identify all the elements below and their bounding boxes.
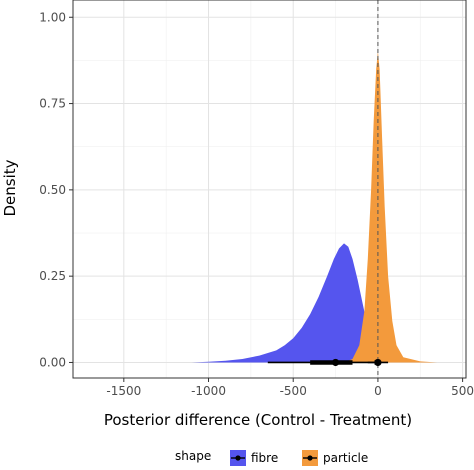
interval-group	[267, 358, 389, 367]
x-tick-label: -1000	[191, 384, 226, 398]
major-grid	[73, 0, 466, 378]
x-axis-ticks: -1500 -1000 -500 0 500	[106, 378, 474, 398]
interval-point-particle	[374, 358, 382, 367]
y-tick-label: 0.50	[39, 183, 66, 197]
y-tick-label: 0.25	[39, 269, 66, 283]
density-area-particle	[344, 51, 438, 363]
legend-label-particle: particle	[323, 451, 368, 465]
x-tick-label: -500	[280, 384, 307, 398]
y-axis-title: Density	[1, 159, 19, 216]
x-tick-label: 500	[451, 384, 474, 398]
minor-grid	[73, 0, 466, 378]
legend-label-fibre: fibre	[251, 451, 278, 465]
legend-swatch-point	[307, 455, 313, 461]
legend: shape fibre particle	[175, 449, 368, 466]
legend-title: shape	[175, 449, 211, 463]
interval-point-fibre	[331, 358, 340, 367]
legend-entry-fibre: fibre	[230, 450, 278, 466]
density-area-fibre	[191, 243, 392, 363]
x-tick-label: 0	[374, 384, 382, 398]
density-areas	[191, 51, 438, 363]
legend-entries: fibre particle	[230, 450, 368, 466]
legend-swatch-point	[235, 455, 241, 461]
x-axis-title: Posterior difference (Control - Treatmen…	[104, 411, 412, 429]
legend-entry-particle: particle	[302, 450, 368, 466]
y-tick-label: 1.00	[39, 10, 66, 24]
y-tick-label: 0.75	[39, 97, 66, 111]
panel-border	[72, 0, 467, 379]
y-axis-ticks: 0.00 0.25 0.50 0.75 1.00	[39, 10, 73, 369]
x-tick-label: -1500	[106, 384, 141, 398]
y-tick-label: 0.00	[39, 355, 66, 369]
